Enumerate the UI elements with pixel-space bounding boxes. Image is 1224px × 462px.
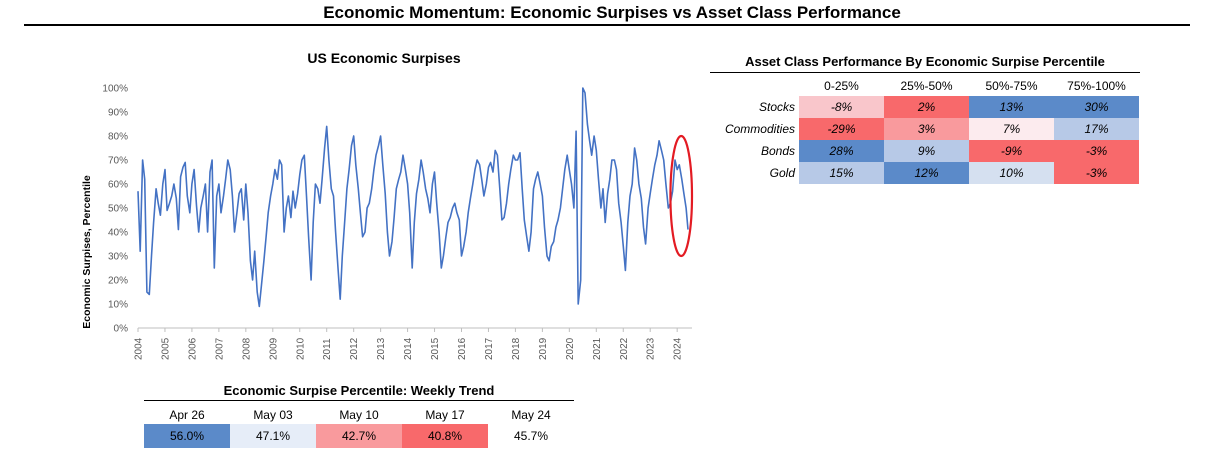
x-tick-label: 2024 bbox=[673, 337, 684, 360]
table-row: Bonds 28% 9% -9% -3% bbox=[710, 140, 1139, 162]
column-header: 25%-50% bbox=[900, 79, 953, 93]
table-cell: 28% bbox=[799, 140, 884, 162]
column-header: 50%-75% bbox=[985, 79, 1038, 93]
column-header: May 24 bbox=[511, 408, 551, 422]
y-tick-label: 100% bbox=[102, 84, 128, 95]
x-tick-label: 2017 bbox=[484, 337, 495, 360]
x-tick-label: 2022 bbox=[619, 337, 630, 360]
asset-table-title: Asset Class Performance By Economic Surp… bbox=[710, 54, 1140, 73]
table-cell: -3% bbox=[1054, 140, 1139, 162]
x-tick-label: 2011 bbox=[322, 338, 333, 360]
y-tick-label: 40% bbox=[108, 228, 128, 239]
column-header: May 17 bbox=[425, 408, 465, 422]
y-tick-label: 0% bbox=[114, 324, 129, 335]
y-axis: 0% 10% 20% 30% 40% 50% 60% 70% 80% 90% 100% bbox=[102, 84, 128, 335]
table-cell: 30% bbox=[1054, 96, 1139, 118]
y-tick-label: 10% bbox=[108, 300, 128, 311]
column-header: 0-25% bbox=[824, 79, 859, 93]
x-tick-label: 2015 bbox=[430, 337, 441, 360]
table-cell: -3% bbox=[1054, 162, 1139, 184]
weekly-header-row: Apr 26 May 03 May 10 May 17 May 24 bbox=[144, 406, 574, 424]
x-tick-label: 2004 bbox=[134, 337, 145, 360]
x-tick-label: 2012 bbox=[349, 337, 360, 360]
y-tick-label: 50% bbox=[108, 204, 128, 215]
corner-cell bbox=[710, 76, 799, 96]
asset-performance-table: 0-25% 25%-50% 50%-75% 75%-100% Stocks -8… bbox=[710, 76, 1139, 184]
table-row: Gold 15% 12% 10% -3% bbox=[710, 162, 1139, 184]
highlight-circle bbox=[669, 134, 694, 258]
weekly-trend-table: Apr 26 May 03 May 10 May 17 May 24 56.0%… bbox=[144, 406, 574, 448]
column-header: May 03 bbox=[253, 408, 293, 422]
table-cell: -29% bbox=[799, 118, 884, 140]
x-tick-label: 2008 bbox=[241, 337, 252, 360]
table-row: Stocks -8% 2% 13% 30% bbox=[710, 96, 1139, 118]
asset-table-header-row: 0-25% 25%-50% 50%-75% 75%-100% bbox=[710, 76, 1139, 96]
series-line bbox=[137, 87, 689, 308]
table-cell: 42.7% bbox=[316, 424, 402, 448]
table-cell: 13% bbox=[969, 96, 1054, 118]
table-cell: 2% bbox=[884, 96, 969, 118]
x-tick-label: 2016 bbox=[457, 337, 468, 360]
x-tick-label: 2013 bbox=[376, 337, 387, 360]
y-tick-label: 80% bbox=[108, 132, 128, 143]
x-tick-label: 2007 bbox=[214, 337, 225, 360]
table-row: 56.0% 47.1% 42.7% 40.8% 45.7% bbox=[144, 424, 574, 448]
y-tick-label: 60% bbox=[108, 180, 128, 191]
x-tick-label: 2006 bbox=[187, 337, 198, 360]
x-tick-label: 2023 bbox=[646, 337, 657, 360]
y-tick-label: 20% bbox=[108, 276, 128, 287]
column-header: Apr 26 bbox=[169, 408, 205, 422]
x-tick-label: 2010 bbox=[295, 337, 306, 360]
row-label: Commodities bbox=[724, 122, 795, 136]
y-tick-label: 30% bbox=[108, 252, 128, 263]
page-title: Economic Momentum: Economic Surpises vs … bbox=[323, 3, 901, 22]
x-tick-label: 2019 bbox=[538, 337, 549, 360]
table-row: Commodities -29% 3% 7% 17% bbox=[710, 118, 1139, 140]
x-axis: 2004 2005 2006 2007 2008 2009 2010 2011 2012 2013… bbox=[134, 328, 684, 360]
table-cell: 17% bbox=[1054, 118, 1139, 140]
y-tick-label: 70% bbox=[108, 156, 128, 167]
table-cell: 47.1% bbox=[230, 424, 316, 448]
x-tick-label: 2020 bbox=[565, 337, 576, 360]
title-divider bbox=[24, 24, 1190, 26]
y-axis-label: Economic Surpises, Percentile bbox=[81, 175, 93, 329]
table-cell: -8% bbox=[799, 96, 884, 118]
column-header: 75%-100% bbox=[1067, 79, 1126, 93]
table-cell: -9% bbox=[969, 140, 1054, 162]
x-tick-label: 2009 bbox=[268, 337, 279, 360]
chart-title: US Economic Surpises bbox=[307, 50, 460, 66]
table-cell: 7% bbox=[969, 118, 1054, 140]
row-label: Bonds bbox=[760, 144, 795, 158]
row-label: Stocks bbox=[758, 100, 795, 114]
table-cell: 12% bbox=[884, 162, 969, 184]
x-tick-label: 2005 bbox=[160, 337, 171, 360]
column-header: May 10 bbox=[339, 408, 379, 422]
table-cell: 15% bbox=[799, 162, 884, 184]
table-cell: 9% bbox=[884, 140, 969, 162]
x-tick-label: 2021 bbox=[592, 337, 603, 360]
weekly-table-title: Economic Surpise Percentile: Weekly Tren… bbox=[144, 383, 574, 401]
table-cell: 10% bbox=[969, 162, 1054, 184]
y-tick-label: 90% bbox=[108, 108, 128, 119]
table-cell: 45.7% bbox=[488, 424, 574, 448]
x-tick-label: 2014 bbox=[403, 337, 414, 360]
row-label: Gold bbox=[769, 166, 795, 180]
table-cell: 40.8% bbox=[402, 424, 488, 448]
table-cell: 3% bbox=[884, 118, 969, 140]
line-chart: US Economic Surpises Economic Surpises, … bbox=[81, 50, 694, 360]
table-cell: 56.0% bbox=[144, 424, 230, 448]
x-tick-label: 2018 bbox=[511, 337, 522, 360]
